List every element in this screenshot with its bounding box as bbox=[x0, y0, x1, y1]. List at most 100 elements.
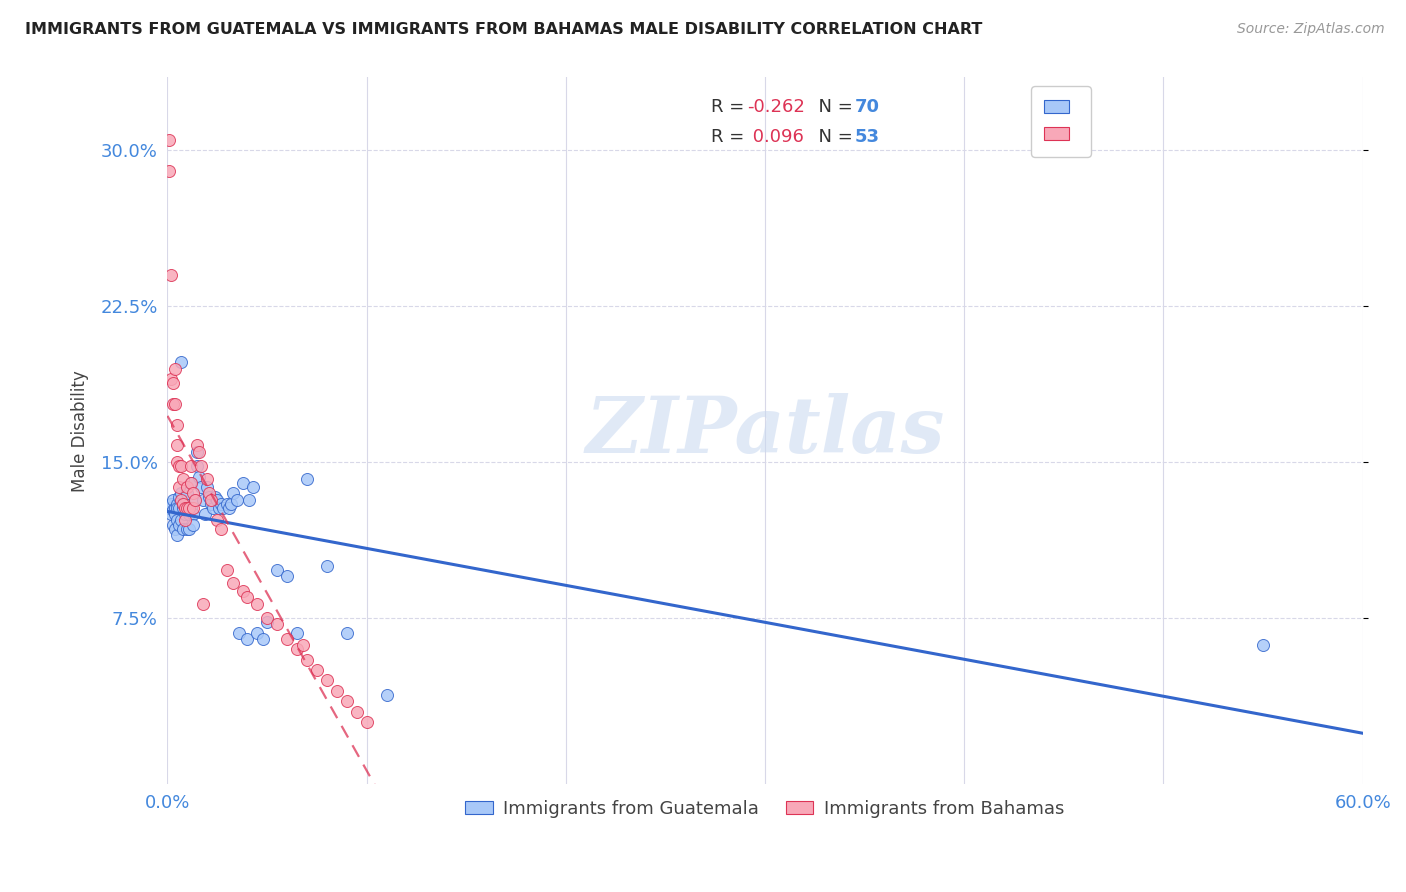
Point bbox=[162, 503, 184, 517]
Point bbox=[246, 625, 269, 640]
Point bbox=[166, 455, 188, 469]
Point bbox=[188, 444, 211, 458]
Point bbox=[266, 617, 288, 632]
Point bbox=[336, 694, 359, 708]
Point bbox=[160, 507, 183, 521]
Point bbox=[169, 459, 191, 474]
Point bbox=[165, 507, 187, 521]
Point bbox=[176, 500, 198, 515]
Point bbox=[166, 417, 188, 432]
Text: N =: N = bbox=[807, 98, 859, 116]
Point bbox=[165, 500, 187, 515]
Point bbox=[166, 497, 188, 511]
Point bbox=[336, 625, 359, 640]
Text: R =: R = bbox=[711, 98, 751, 116]
Text: ZIPatlas: ZIPatlas bbox=[585, 392, 945, 469]
Point bbox=[170, 513, 193, 527]
Point bbox=[165, 361, 187, 376]
Point bbox=[180, 500, 202, 515]
Point bbox=[193, 492, 215, 507]
Point bbox=[183, 486, 205, 500]
Point bbox=[176, 522, 198, 536]
Point bbox=[204, 491, 226, 505]
Point bbox=[176, 480, 198, 494]
Point bbox=[179, 500, 201, 515]
Point bbox=[162, 376, 184, 390]
Point bbox=[183, 517, 205, 532]
Point bbox=[242, 480, 264, 494]
Point bbox=[256, 615, 278, 630]
Point bbox=[172, 522, 194, 536]
Point bbox=[174, 513, 197, 527]
Text: R =: R = bbox=[711, 128, 751, 145]
Point bbox=[218, 500, 240, 515]
Point bbox=[166, 438, 188, 452]
Point bbox=[180, 459, 202, 474]
Point bbox=[188, 469, 211, 483]
Point bbox=[170, 492, 193, 507]
Point bbox=[160, 497, 183, 511]
Point bbox=[238, 492, 260, 507]
Point bbox=[375, 688, 398, 702]
Point bbox=[236, 591, 259, 605]
Text: Source: ZipAtlas.com: Source: ZipAtlas.com bbox=[1237, 22, 1385, 37]
Point bbox=[198, 491, 221, 505]
Point bbox=[219, 497, 242, 511]
Text: -0.262: -0.262 bbox=[747, 98, 806, 116]
Point bbox=[160, 372, 183, 386]
Y-axis label: Male Disability: Male Disability bbox=[72, 370, 89, 491]
Point bbox=[226, 492, 249, 507]
Point bbox=[166, 500, 188, 515]
Point bbox=[266, 563, 288, 577]
Point bbox=[179, 507, 201, 521]
Point bbox=[232, 475, 254, 490]
Point bbox=[170, 459, 193, 474]
Point bbox=[195, 480, 218, 494]
Point bbox=[166, 528, 188, 542]
Point bbox=[222, 486, 245, 500]
Point bbox=[174, 507, 197, 521]
Point bbox=[162, 492, 184, 507]
Point bbox=[180, 475, 202, 490]
Point bbox=[169, 480, 191, 494]
Point bbox=[165, 522, 187, 536]
Point bbox=[176, 500, 198, 515]
Point bbox=[172, 497, 194, 511]
Point bbox=[186, 459, 208, 474]
Point bbox=[169, 491, 191, 505]
Point bbox=[172, 497, 194, 511]
Text: IMMIGRANTS FROM GUATEMALA VS IMMIGRANTS FROM BAHAMAS MALE DISABILITY CORRELATION: IMMIGRANTS FROM GUATEMALA VS IMMIGRANTS … bbox=[25, 22, 983, 37]
Point bbox=[236, 632, 259, 646]
Text: N =: N = bbox=[807, 128, 859, 145]
Point bbox=[195, 472, 218, 486]
Point bbox=[256, 611, 278, 625]
Point bbox=[176, 486, 198, 500]
Point bbox=[184, 492, 207, 507]
Point bbox=[276, 632, 298, 646]
Text: 0.096: 0.096 bbox=[747, 128, 804, 145]
Point bbox=[285, 642, 308, 657]
Point bbox=[208, 500, 231, 515]
Point bbox=[285, 625, 308, 640]
Point bbox=[159, 133, 181, 147]
Text: 70: 70 bbox=[855, 98, 880, 116]
Point bbox=[186, 438, 208, 452]
Point bbox=[159, 164, 181, 178]
Point bbox=[162, 397, 184, 411]
Point bbox=[169, 500, 191, 515]
Point bbox=[252, 632, 274, 646]
Point bbox=[170, 486, 193, 500]
Point bbox=[217, 497, 239, 511]
Point bbox=[159, 500, 181, 515]
Point bbox=[315, 559, 337, 574]
Point bbox=[228, 625, 250, 640]
Point bbox=[174, 497, 197, 511]
Point bbox=[160, 268, 183, 282]
Point bbox=[200, 497, 222, 511]
Point bbox=[166, 513, 188, 527]
Point bbox=[190, 459, 212, 474]
Point bbox=[212, 500, 235, 515]
Point bbox=[193, 597, 215, 611]
Point bbox=[184, 492, 207, 507]
Point bbox=[172, 500, 194, 515]
